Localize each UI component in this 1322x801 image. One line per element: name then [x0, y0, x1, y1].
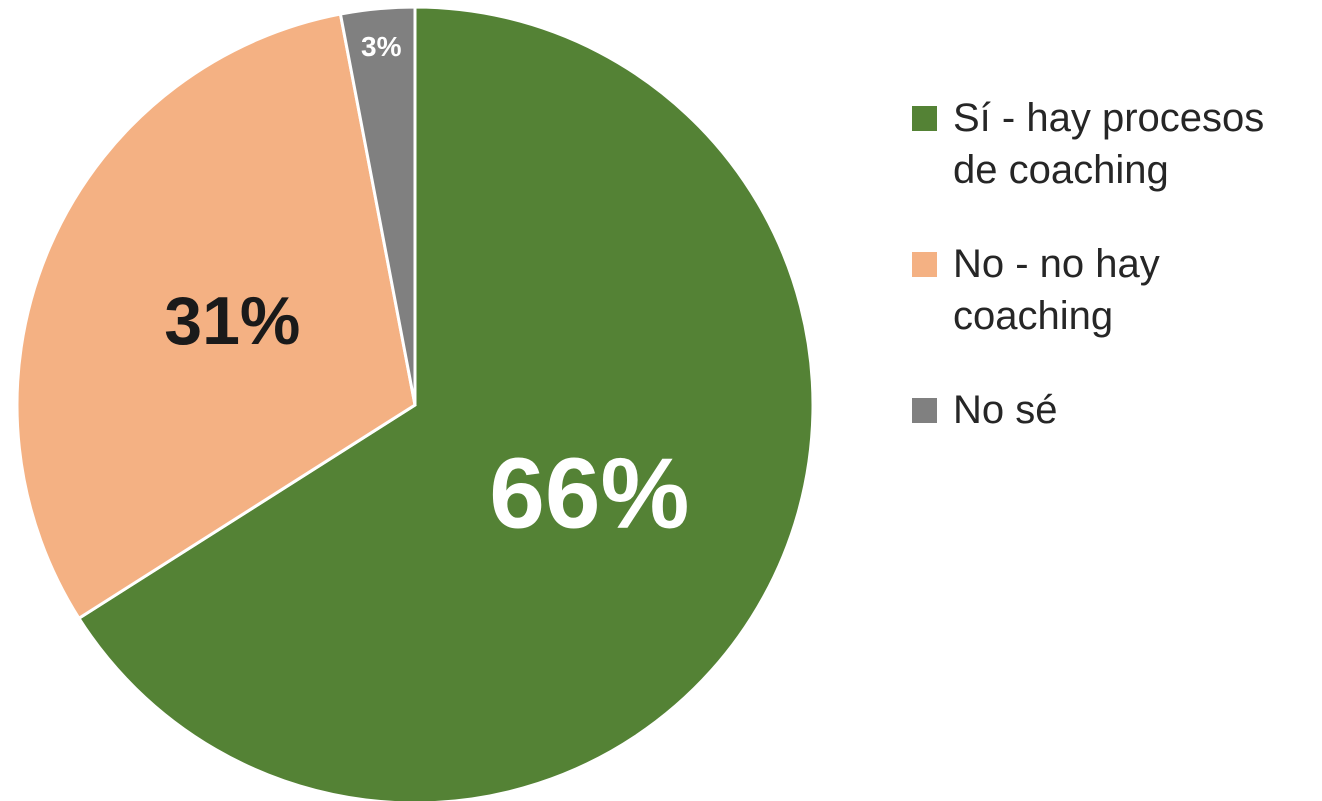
legend-swatch: [912, 398, 937, 423]
legend-item: No - no hay coaching: [912, 238, 1312, 342]
legend-swatch: [912, 252, 937, 277]
data-label: 66%: [489, 437, 689, 549]
legend-label: No - no hay coaching: [953, 242, 1160, 338]
pie-slice: [338, 5, 417, 406]
legend: Sí - hay procesos de coaching No - no hay…: [912, 92, 1312, 478]
pie-slice: [76, 5, 815, 801]
pie-slice: [15, 12, 417, 621]
legend-swatch: [912, 106, 937, 131]
legend-label: No sé: [953, 388, 1058, 432]
pie-area: 66% 31% 3%: [15, 5, 815, 801]
data-label: 3%: [361, 31, 402, 62]
legend-label: Sí - hay procesos de coaching: [953, 96, 1265, 192]
legend-item: Sí - hay procesos de coaching: [912, 92, 1312, 196]
legend-item: No sé: [912, 384, 1312, 436]
data-label: 31%: [164, 283, 300, 359]
